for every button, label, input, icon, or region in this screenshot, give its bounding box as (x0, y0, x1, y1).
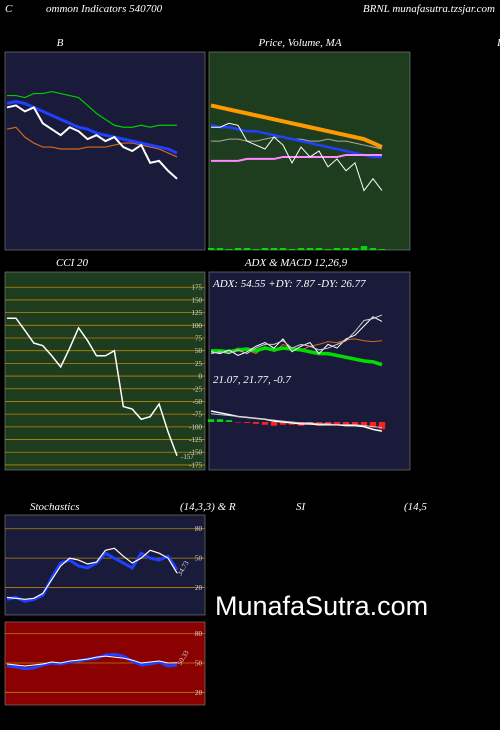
series-line (210, 124, 382, 159)
panel (208, 51, 411, 251)
panel (208, 271, 411, 471)
y-tick-label: 175 (192, 284, 203, 292)
y-tick-label: 0 (199, 373, 203, 381)
series-line (6, 126, 178, 158)
series-line (210, 314, 383, 355)
series-line (210, 316, 383, 356)
bar (216, 419, 224, 422)
y-tick-label: 75 (195, 335, 203, 343)
bar (216, 248, 224, 250)
bar (243, 248, 251, 250)
bar (261, 248, 269, 250)
bar (351, 422, 359, 425)
y-tick-label: 80 (195, 525, 203, 533)
y-tick-label: 20 (195, 689, 203, 697)
bar (369, 248, 377, 250)
y-tick-label: 20 (195, 584, 203, 592)
bar (369, 422, 377, 428)
bar (207, 248, 215, 250)
bar (378, 422, 386, 430)
bar (252, 249, 260, 250)
bar (225, 420, 233, 422)
y-tick-label: 25 (195, 360, 203, 368)
bar (261, 422, 269, 425)
series-line (6, 104, 178, 180)
y-tick-label: -25 (193, 385, 203, 393)
series-line (7, 90, 177, 128)
series-line (6, 655, 178, 667)
header-left: ommon Indicators 540700 (46, 3, 163, 15)
bar (252, 422, 260, 424)
bar (297, 248, 305, 250)
edge-label: I (496, 37, 500, 49)
y-tick-label: -150 (189, 449, 202, 457)
bar (342, 422, 350, 426)
bar (270, 422, 278, 426)
row-title: SI (296, 501, 307, 513)
chart-title: ADX & MACD 12,26,9 (244, 257, 348, 269)
y-tick-label: 125 (192, 309, 203, 317)
y-tick-label: 150 (192, 296, 203, 304)
bar (351, 248, 359, 250)
row-title: (14,5 (404, 501, 427, 513)
indicator-label: ADX: 54.55 +DY: 7.87 -DY: 26.77 (212, 278, 366, 290)
y-tick-label: -75 (193, 411, 203, 419)
bar (279, 422, 287, 425)
series-line (210, 413, 383, 429)
watermark: MunafaSutra.com (215, 591, 428, 621)
bar (288, 249, 296, 250)
row-title: Stochastics (30, 501, 80, 513)
bar (207, 419, 215, 422)
bar (315, 248, 323, 250)
y-tick-label: 80 (195, 630, 203, 638)
bar (270, 248, 278, 250)
y-tick-label: 50 (195, 555, 203, 563)
y-tick-label: -100 (189, 423, 202, 431)
bar (333, 422, 341, 426)
bar (306, 248, 314, 250)
bar (342, 248, 350, 250)
bar (279, 248, 287, 250)
y-tick-label: 100 (192, 322, 203, 330)
indicator-label: 21.07, 21.77, -0.7 (213, 374, 291, 386)
series-line (211, 122, 383, 192)
y-tick-label: -175 (189, 461, 202, 469)
bar (234, 422, 242, 423)
chart-title: B (57, 37, 64, 49)
series-line (6, 547, 178, 600)
panel (4, 621, 206, 706)
bar (378, 249, 386, 250)
panel (4, 271, 206, 471)
bar (234, 248, 242, 250)
y-tick-label: -125 (189, 436, 202, 444)
series-line (210, 103, 383, 149)
y-tick-label: 50 (195, 347, 203, 355)
bar (225, 249, 233, 250)
bar (333, 248, 341, 250)
y-tick-label: 50 (195, 660, 203, 668)
chart-title: Price, Volume, MA (257, 37, 341, 49)
end-label: -157 (181, 453, 194, 461)
bar (243, 422, 251, 423)
chart-title: CCI 20 (56, 257, 89, 269)
y-tick-label: -50 (193, 398, 203, 406)
header-right: BRNL munafasutra.tzsjar.com (363, 3, 495, 15)
series-line (211, 153, 382, 162)
series-line (6, 551, 179, 603)
bar (360, 422, 368, 426)
row-title: (14,3,3) & R (180, 501, 236, 513)
bar (324, 249, 332, 250)
series-line (7, 317, 178, 457)
header-letter: C (5, 3, 13, 15)
bar (360, 246, 368, 250)
